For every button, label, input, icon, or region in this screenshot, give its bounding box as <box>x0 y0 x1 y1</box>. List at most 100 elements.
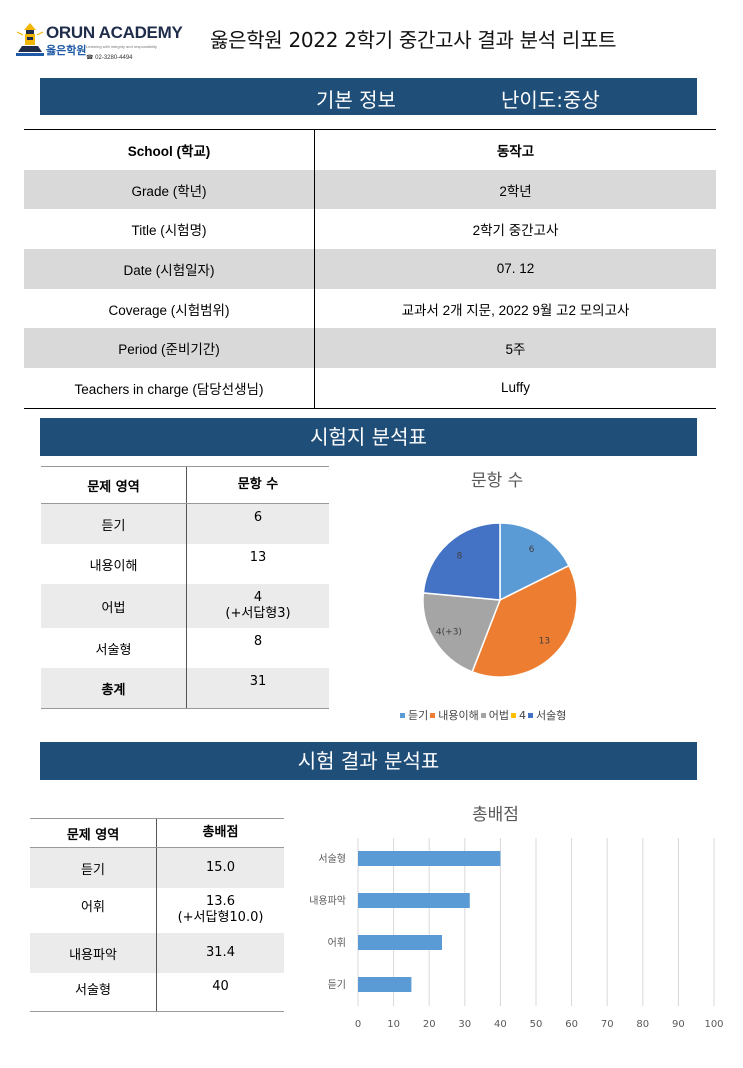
question-count-table: 문제 영역 문항 수 듣기 6 내용이해 13 어법 4 (+서답형3) 서술형… <box>41 466 329 709</box>
score-cell: 40 <box>157 973 284 1011</box>
bar-서술형 <box>358 851 501 866</box>
total-score-table: 문제 영역 총배점 듣기 15.0 어휘 13.6 (+서답형10.0) 내용파… <box>30 818 284 1012</box>
count-note: (+서답형3) <box>225 606 291 621</box>
table-row: 서술형 8 <box>41 628 329 668</box>
legend-item: 내용이해 <box>428 707 479 723</box>
column-header: 문제 영역 <box>30 819 157 847</box>
x-tick-label: 60 <box>565 1019 578 1030</box>
question-count-pie-chart: 6 13 4(+3) 8 <box>422 522 578 678</box>
table-row: 듣기 6 <box>41 504 329 544</box>
brand-tagline: Learning with integrity and responsibili… <box>86 44 157 49</box>
legend-label: 서술형 <box>535 709 567 722</box>
info-value: Luffy <box>500 380 531 396</box>
pie-data-label: 4(+3) <box>436 628 462 638</box>
x-tick-label: 20 <box>423 1019 436 1030</box>
pie-slice-내용이해 <box>471 564 578 678</box>
column-header: 문제 영역 <box>41 467 187 503</box>
table-header-row: 문제 영역 문항 수 <box>41 466 329 504</box>
legend-label: 4 <box>518 708 526 722</box>
info-label: Teachers in charge (담당선생님) <box>24 368 315 408</box>
legend-label: 듣기 <box>408 709 429 722</box>
bar-듣기 <box>358 977 412 992</box>
info-label: Title (시험명) <box>24 209 315 250</box>
table-row: 내용이해 13 <box>41 544 329 584</box>
table-row: School (학교) 동작고 <box>24 130 716 170</box>
count-value: 8 <box>253 634 263 649</box>
x-tick-label: 70 <box>601 1019 614 1030</box>
bar-어휘 <box>358 935 443 950</box>
bar-내용파악 <box>358 893 470 908</box>
basic-info-table: School (학교) 동작고 Grade (학년) 2학년 Title (시험… <box>24 129 716 409</box>
area-cell: 어법 <box>41 584 187 628</box>
table-header-row: 문제 영역 총배점 <box>30 818 284 848</box>
column-header: 문항 수 <box>237 477 279 492</box>
count-value: 6 <box>253 510 263 525</box>
area-cell: 어휘 <box>30 888 157 933</box>
table-total-row: 총계 31 <box>41 668 329 708</box>
pie-data-label: 8 <box>457 552 463 562</box>
table-row: 어법 4 (+서답형3) <box>41 584 329 628</box>
legend-swatch <box>480 712 486 718</box>
pie-chart-title: 문항 수 <box>471 471 524 491</box>
bar-chart-title: 총배점 <box>472 805 519 825</box>
pie-data-label: 6 <box>529 545 535 555</box>
basic-info-label: 기본 정보 <box>316 88 396 112</box>
y-category-label: 내용파악 <box>309 895 346 907</box>
table-row: Period (준비기간) 5주 <box>24 328 716 369</box>
difficulty-label: 난이도:중상 <box>501 88 600 112</box>
table-row: Grade (학년) 2학년 <box>24 169 716 210</box>
table-row: Date (시험일자) 07. 12 <box>24 249 716 289</box>
pie-data-label: 13 <box>539 636 550 646</box>
info-label: Period (준비기간) <box>24 328 315 369</box>
score-cell: 15.0 <box>157 848 284 888</box>
x-tick-label: 40 <box>494 1019 507 1030</box>
info-label: School (학교) <box>24 130 315 170</box>
table-row: 서술형 40 <box>30 973 284 1011</box>
legend-label: 내용이해 <box>438 709 479 722</box>
table-row: Title (시험명) 2학기 중간고사 <box>24 209 716 250</box>
x-tick-label: 30 <box>458 1019 471 1030</box>
info-label: Date (시험일자) <box>24 249 315 289</box>
x-tick-label: 50 <box>530 1019 543 1030</box>
x-tick-label: 80 <box>636 1019 649 1030</box>
pie-slice-서술형 <box>422 522 501 601</box>
table-row: Teachers in charge (담당선생님) Luffy <box>24 368 716 408</box>
count-value: 31 <box>249 674 267 689</box>
legend-item: 4 <box>509 709 526 722</box>
info-value: 07. 12 <box>496 261 535 277</box>
legend-item: 듣기 <box>398 707 428 723</box>
legend-item: 어법 <box>479 707 509 723</box>
count-cell: 6 <box>187 504 329 544</box>
score-note: (+서답형10.0) <box>177 910 264 925</box>
info-value: 동작고 <box>496 143 535 159</box>
table-row: 듣기 15.0 <box>30 848 284 888</box>
info-value: 2학기 중간고사 <box>472 223 559 239</box>
column-header: 총배점 <box>202 825 239 840</box>
score-cell: 13.6 (+서답형10.0) <box>157 888 284 933</box>
info-value: 5주 <box>505 342 526 358</box>
count-value: 13 <box>249 550 267 565</box>
lighthouse-icon <box>16 23 44 56</box>
info-label: Coverage (시험범위) <box>24 288 315 329</box>
area-cell: 내용파악 <box>30 933 157 973</box>
pie-slice-어법 <box>422 592 502 673</box>
x-tick-label: 100 <box>704 1019 723 1030</box>
x-tick-label: 10 <box>387 1019 400 1030</box>
area-cell: 총계 <box>41 668 187 708</box>
basic-info-section-bar: 기본 정보 난이도:중상 <box>40 78 697 115</box>
score-value: 15.0 <box>206 860 235 875</box>
score-cell: 31.4 <box>157 933 284 973</box>
area-cell: 서술형 <box>30 973 157 1011</box>
area-cell: 듣기 <box>41 504 187 544</box>
x-tick-label: 90 <box>672 1019 685 1030</box>
legend-swatch <box>510 712 516 718</box>
legend-item: 서술형 <box>526 707 566 723</box>
score-value: 31.4 <box>206 945 235 960</box>
area-cell: 듣기 <box>30 848 157 888</box>
brand-phone: ☎ 02-3280-4494 <box>86 55 133 61</box>
brand-name: ORUN ACADEMY <box>46 23 183 42</box>
exam-analysis-section-bar: 시험지 분석표 <box>40 418 697 456</box>
table-row: 내용파악 31.4 <box>30 933 284 973</box>
table-row: Coverage (시험범위) 교과서 2개 지문, 2022 9월 고2 모의… <box>24 288 716 329</box>
report-title: 옳은학원 2022 2학기 중간고사 결과 분석 리포트 <box>210 28 617 52</box>
